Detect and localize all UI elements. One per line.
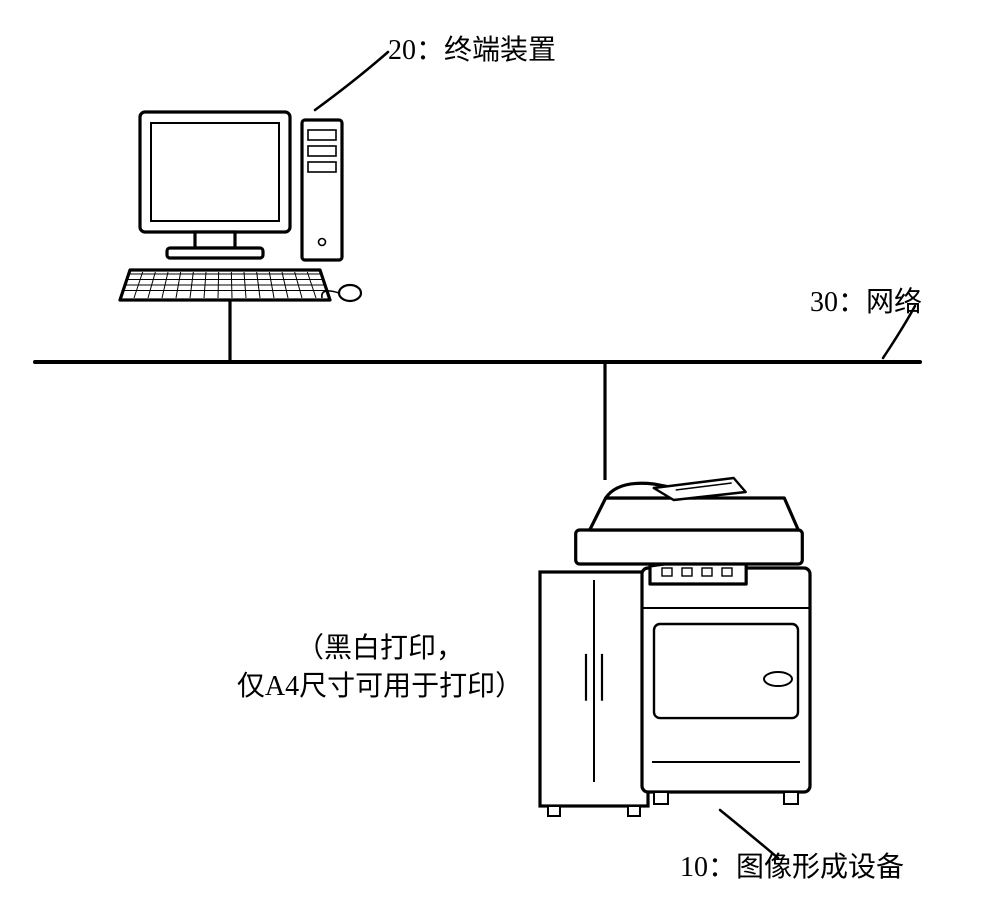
label-printer: 10：图像形成设备 — [680, 845, 904, 885]
label-network-num: 30： — [810, 287, 866, 318]
printer-caption-line2: 仅A4尺寸可用于打印） — [230, 668, 530, 706]
terminal-icon — [120, 112, 361, 301]
label-network: 30：网络 — [810, 280, 922, 320]
leader-terminal — [315, 52, 388, 110]
label-terminal-num: 20： — [388, 35, 444, 66]
label-terminal: 20：终端装置 — [388, 28, 556, 68]
printer-icon — [540, 478, 810, 816]
label-printer-num: 10： — [680, 852, 736, 883]
label-printer-text: 图像形成设备 — [736, 852, 904, 883]
printer-caption: （黑白打印， 仅A4尺寸可用于打印） — [230, 630, 530, 706]
label-network-text: 网络 — [866, 287, 922, 318]
label-terminal-text: 终端装置 — [444, 35, 556, 66]
printer-caption-line1: （黑白打印， — [230, 630, 530, 668]
